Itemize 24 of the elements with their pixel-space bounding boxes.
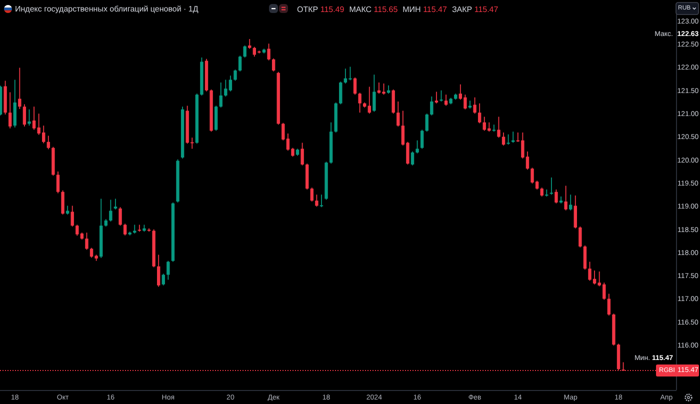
candlestick [434,92,438,104]
annotation: МИН 115.47 [402,4,448,14]
candlestick [545,190,548,196]
candlestick [133,224,136,234]
candlestick [564,186,568,210]
candlestick [550,177,554,195]
chart-title: Индекс государственных облигаций ценовой · 1Д [15,4,199,14]
candlestick [18,68,22,109]
candlestick [358,92,362,113]
candlestick [320,194,324,208]
candlestick [512,132,515,143]
annotation: ЗАКР 115.47 [452,4,499,14]
annotation: ОТКР 115.49 [297,4,345,14]
candlestick [506,134,510,145]
candlestick [109,200,112,222]
candlestick [315,194,318,207]
candlestick [114,198,118,210]
candlestick [190,138,194,149]
candlestick [492,124,496,132]
candlestick [468,100,472,108]
candlestick [138,224,142,232]
candlestick [372,74,376,112]
candlestick [559,196,563,204]
annotation: МАКС 115.65 [349,4,398,14]
